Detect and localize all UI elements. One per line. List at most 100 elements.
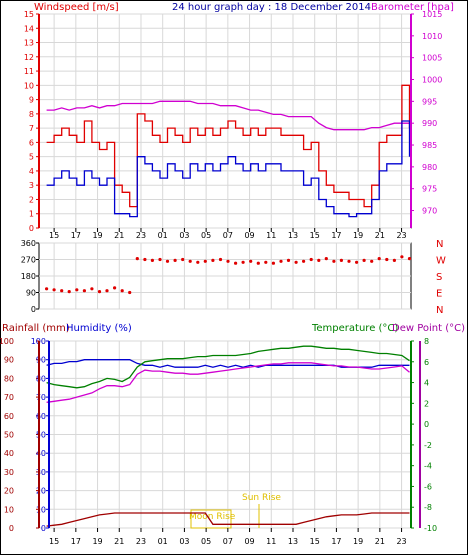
rain-y-tick-label: 10 <box>4 505 14 514</box>
direction-point <box>347 259 351 263</box>
climate-x-tick-label: 11 <box>266 537 276 546</box>
direction-point <box>143 257 147 262</box>
wind-x-tick-label: 09 <box>244 231 254 240</box>
direction-point <box>271 261 275 265</box>
direction-point <box>181 257 185 262</box>
direction-point <box>203 259 207 263</box>
wind-y-tick-label: 6 <box>29 138 34 147</box>
humidity-axis-label: Humidity (%) <box>66 323 132 334</box>
chart-title: 24 hour graph day : 18 December 2014 <box>172 2 371 13</box>
temperature-y-tick-label: 4 <box>424 379 429 388</box>
climate-x-tick-label: 15 <box>49 537 59 546</box>
direction-point <box>218 257 223 262</box>
wind-y-tick-label: 15 <box>24 10 34 19</box>
wind-y-tick-label: 12 <box>24 53 34 62</box>
temperature-y-tick-label: -2 <box>424 441 432 450</box>
direction-y-tick-label: 270 <box>21 256 36 265</box>
wind-y-tick-label: 8 <box>29 110 34 119</box>
climate-x-tick-label: 23 <box>136 537 146 546</box>
climate-x-tick-label: 09 <box>244 537 254 546</box>
direction-point <box>362 258 366 262</box>
wind-x-tick-label: 19 <box>92 231 102 240</box>
direction-point <box>332 259 336 263</box>
wind-x-ticks: 15 17 19 21 23 01 03 05 07 09 11 13 15 17 19 21 23 <box>49 228 407 240</box>
rain-y-tick-label: 50 <box>4 431 14 440</box>
wind-x-tick-label: 07 <box>223 231 233 240</box>
temperature-line <box>46 345 410 389</box>
dewpoint-axis-label: Dew Point (°C) <box>392 323 465 334</box>
wind-x-tick-label: 13 <box>288 231 298 240</box>
climate-x-tick-label: 23 <box>396 537 406 546</box>
direction-point <box>241 260 245 264</box>
wind-x-tick-label: 21 <box>375 231 385 240</box>
rain-y-ticks: 0 10 20 30 40 50 60 70 80 90 100 <box>0 337 39 533</box>
humidity-y-tick-label: 20 <box>36 487 46 496</box>
climate-x-tick-label: 07 <box>223 537 233 546</box>
wind-x-tick-label: 23 <box>136 231 146 240</box>
wind-x-tick-label: 11 <box>266 231 276 240</box>
direction-point <box>407 257 412 261</box>
barometer-y-tick-label: 995 <box>422 97 437 106</box>
direction-point <box>294 260 298 264</box>
compass-label: N <box>436 305 443 316</box>
temperature-y-tick-label: -4 <box>424 462 432 471</box>
climate-x-tick-label: 21 <box>375 537 385 546</box>
direction-point <box>211 258 215 262</box>
barometer-y-tick-label: 1010 <box>422 32 442 41</box>
direction-point <box>377 257 381 261</box>
direction-point <box>135 257 139 261</box>
direction-y-tick-label: 0 <box>31 305 36 314</box>
climate-x-tick-label: 19 <box>92 537 102 546</box>
humidity-y-tick-label: 70 <box>36 393 46 402</box>
sun-rise-label: Sun Rise <box>242 493 281 503</box>
direction-point <box>90 287 94 291</box>
direction-point <box>52 288 56 292</box>
direction-point <box>113 286 117 290</box>
humidity-y-tick-label: 30 <box>36 468 46 477</box>
climate-x-tick-label: 17 <box>71 537 81 546</box>
climate-x-tick-label: 13 <box>288 537 298 546</box>
wind-x-tick-label: 03 <box>179 231 189 240</box>
wind-x-tick-label: 19 <box>353 231 363 240</box>
rain-y-tick-label: 20 <box>4 487 14 496</box>
direction-point <box>188 259 192 263</box>
barometer-y-tick-label: 975 <box>422 185 437 194</box>
direction-point <box>128 290 132 295</box>
rainfall-line <box>46 512 410 527</box>
humidity-y-tick-label: 50 <box>36 431 46 440</box>
rain-y-tick-label: 0 <box>9 524 14 533</box>
direction-y-ticks: 0 90 180 270 360 <box>21 239 39 314</box>
rain-y-tick-label: 90 <box>4 356 14 365</box>
direction-point <box>234 261 238 265</box>
wind-x-tick-label: 23 <box>396 231 406 240</box>
barometer-y-ticks: 970 975 980 985 990 995 1000 1005 1010 1015 <box>411 10 442 216</box>
wind-y-tick-label: 1 <box>29 210 34 219</box>
direction-point <box>317 258 321 262</box>
direction-point <box>302 259 306 263</box>
barometer-y-tick-label: 1000 <box>422 76 442 85</box>
wind-y-tick-label: 11 <box>24 67 34 76</box>
direction-point <box>150 258 154 262</box>
direction-point <box>400 255 404 259</box>
direction-point <box>339 258 343 262</box>
wind-y-tick-label: 10 <box>24 81 34 90</box>
direction-point <box>45 287 49 291</box>
direction-point <box>75 288 79 292</box>
direction-point <box>279 259 283 263</box>
windspeed-axis-label: Windspeed [m/s] <box>34 2 119 13</box>
climate-x-tick-label: 15 <box>310 537 320 546</box>
temperature-y-tick-label: 2 <box>424 399 429 408</box>
wind-series <box>46 84 411 218</box>
wind-y-tick-label: 7 <box>29 124 34 133</box>
climate-x-tick-label: 21 <box>114 537 124 546</box>
direction-point <box>370 259 374 263</box>
compass-label: N <box>436 239 443 250</box>
wind-y-tick-label: 3 <box>29 181 34 190</box>
temperature-y-tick-label: -8 <box>424 503 432 512</box>
compass-label: S <box>436 272 442 283</box>
direction-point <box>264 260 268 264</box>
humidity-y-tick-label: 10 <box>36 505 46 514</box>
